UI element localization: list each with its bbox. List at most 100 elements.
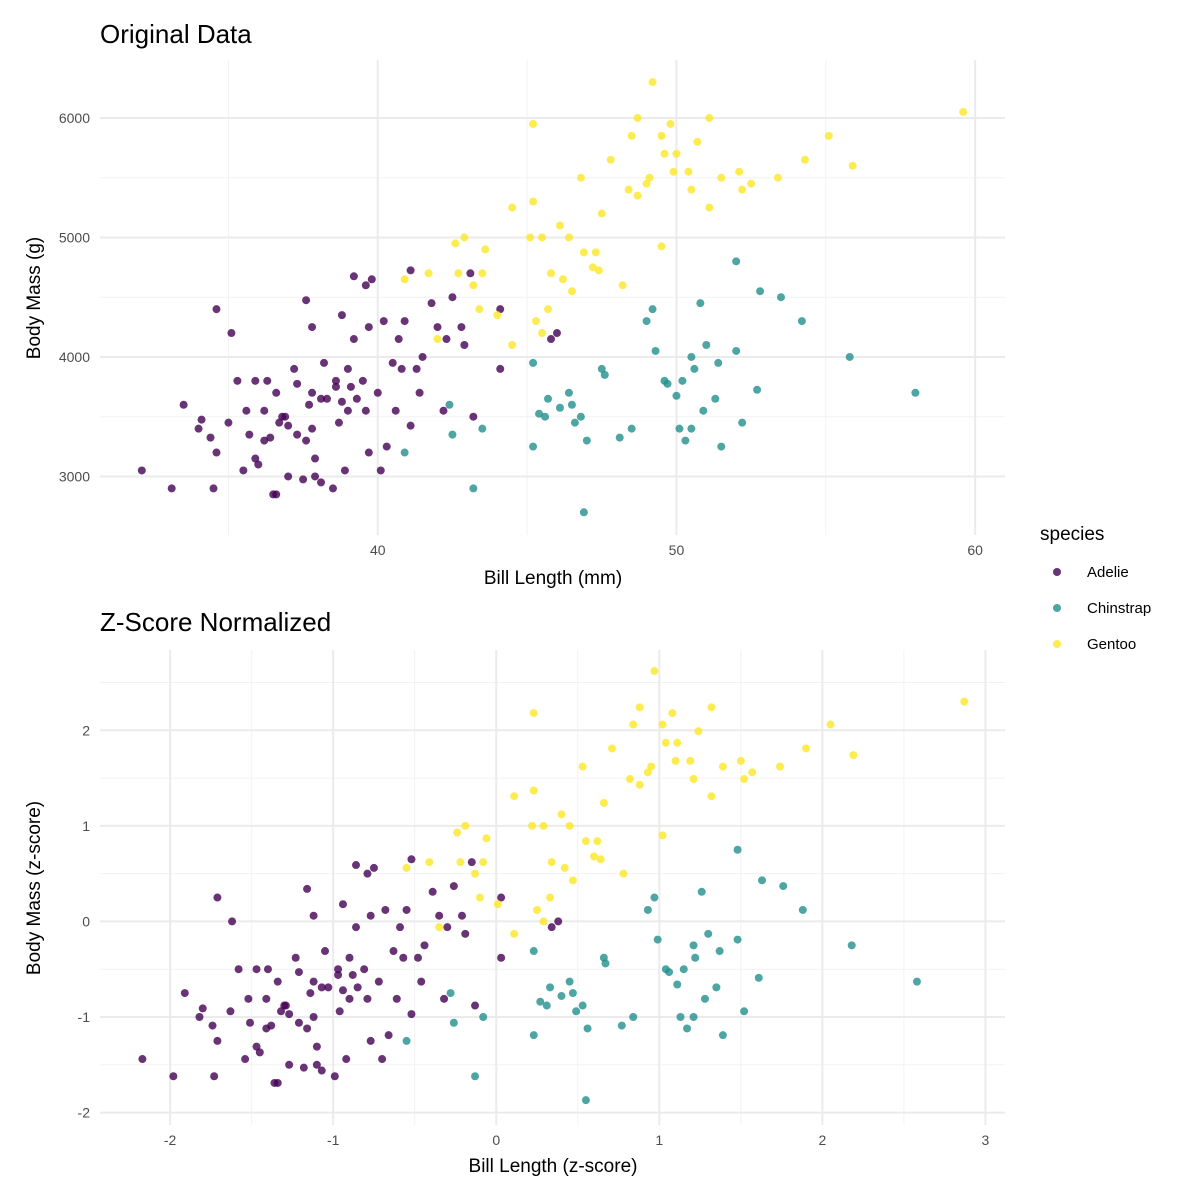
series-gentoo <box>402 667 969 938</box>
data-point-gentoo <box>508 203 517 212</box>
data-point-gentoo <box>848 161 857 170</box>
data-point-adelie <box>210 1072 219 1081</box>
data-point-chinstrap <box>847 941 856 950</box>
data-point-adelie <box>311 454 320 463</box>
data-point-gentoo <box>671 756 680 765</box>
data-point-chinstrap <box>663 379 672 388</box>
data-point-adelie <box>266 433 275 442</box>
data-point-gentoo <box>657 131 666 140</box>
data-point-adelie <box>471 1001 480 1010</box>
data-point-adelie <box>260 406 269 415</box>
legend-key-chinstrap <box>1053 604 1061 612</box>
data-point-adelie <box>343 406 352 415</box>
data-point-chinstrap <box>446 989 455 998</box>
data-point-chinstrap <box>648 305 657 314</box>
data-point-adelie <box>420 941 429 950</box>
data-point-gentoo <box>528 821 537 830</box>
data-point-adelie <box>433 323 442 332</box>
y-axis-title-original: Body Mass (g) <box>24 237 45 359</box>
data-point-adelie <box>273 977 282 986</box>
data-point-gentoo <box>539 821 548 830</box>
data-point-chinstrap <box>479 1013 488 1022</box>
data-point-chinstrap <box>714 358 723 367</box>
data-point-chinstrap <box>402 1036 411 1045</box>
data-point-gentoo <box>689 775 698 784</box>
data-point-adelie <box>352 861 361 870</box>
data-point-adelie <box>169 1072 178 1081</box>
data-point-gentoo <box>456 858 465 867</box>
data-point-adelie <box>334 970 343 979</box>
data-point-gentoo <box>478 269 487 278</box>
chart-title-original: Original Data <box>100 19 252 49</box>
data-point-adelie <box>180 989 189 998</box>
data-point-chinstrap <box>683 1024 692 1033</box>
x-tick-label: 3 <box>982 1132 990 1148</box>
data-point-gentoo <box>645 173 654 182</box>
data-point-gentoo <box>539 917 548 926</box>
data-point-adelie <box>374 977 383 986</box>
data-point-adelie <box>285 1060 294 1069</box>
data-point-adelie <box>228 917 237 926</box>
data-point-gentoo <box>748 768 757 777</box>
data-point-chinstrap <box>578 1001 587 1010</box>
data-point-gentoo <box>558 275 567 284</box>
data-point-chinstrap <box>754 973 763 982</box>
data-point-adelie <box>352 923 361 932</box>
data-point-gentoo <box>650 667 659 676</box>
data-point-chinstrap <box>650 893 659 902</box>
data-point-adelie <box>381 905 390 914</box>
data-point-gentoo <box>532 317 541 326</box>
data-point-adelie <box>400 317 409 326</box>
data-point-gentoo <box>960 697 969 706</box>
data-point-gentoo <box>849 751 858 760</box>
y-tick-label: 5000 <box>59 229 90 245</box>
data-point-gentoo <box>493 900 502 909</box>
data-point-adelie <box>373 388 382 397</box>
data-point-chinstrap <box>700 994 709 1003</box>
data-point-gentoo <box>606 155 615 164</box>
data-point-adelie <box>312 1060 321 1069</box>
data-point-gentoo <box>959 107 968 116</box>
data-point-adelie <box>363 869 372 878</box>
data-point-gentoo <box>547 269 556 278</box>
data-point-gentoo <box>400 275 409 284</box>
data-point-adelie <box>212 305 221 314</box>
legend-item-gentoo: Gentoo <box>1053 636 1136 653</box>
data-point-adelie <box>305 400 314 409</box>
data-point-adelie <box>293 430 302 439</box>
data-point-gentoo <box>475 893 484 902</box>
data-point-adelie <box>260 436 269 445</box>
data-point-gentoo <box>481 245 490 254</box>
data-point-chinstrap <box>733 935 742 944</box>
data-point-chinstrap <box>733 845 742 854</box>
data-point-adelie <box>417 977 426 986</box>
data-point-adelie <box>255 1048 264 1057</box>
data-point-chinstrap <box>445 400 454 409</box>
data-point-gentoo <box>735 167 744 176</box>
data-point-adelie <box>389 947 398 956</box>
data-point-adelie <box>340 466 349 475</box>
data-point-adelie <box>281 412 290 421</box>
data-point-adelie <box>458 911 466 920</box>
data-point-gentoo <box>568 876 577 885</box>
data-point-adelie <box>406 421 415 430</box>
data-point-adelie <box>369 863 378 872</box>
data-point-adelie <box>402 905 411 914</box>
data-point-gentoo <box>588 263 597 272</box>
data-point-adelie <box>245 430 254 439</box>
data-point-adelie <box>334 965 343 974</box>
data-point-adelie <box>338 900 347 909</box>
data-point-adelie <box>284 472 293 481</box>
data-point-adelie <box>338 986 347 995</box>
data-point-gentoo <box>425 858 434 867</box>
data-point-adelie <box>242 406 251 415</box>
data-point-chinstrap <box>653 935 662 944</box>
data-point-chinstrap <box>758 876 767 885</box>
data-point-adelie <box>317 1066 326 1075</box>
data-point-adelie <box>206 433 215 442</box>
data-point-gentoo <box>538 233 547 242</box>
data-point-adelie <box>443 923 452 932</box>
data-point-chinstrap <box>696 299 705 308</box>
data-point-chinstrap <box>679 965 688 974</box>
